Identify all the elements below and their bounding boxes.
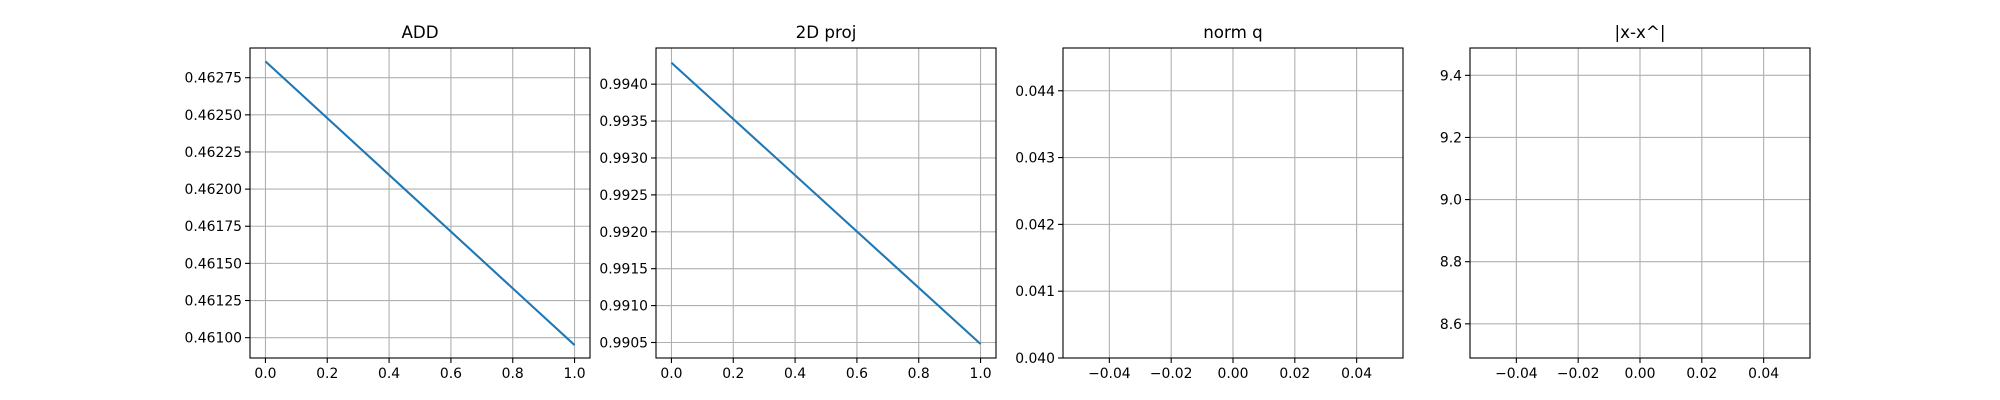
x-tick-label: 0.2 — [316, 366, 338, 382]
y-tick-label: 9.2 — [1440, 130, 1462, 146]
axes-frame — [655, 47, 997, 359]
x-tick-label: 0.02 — [1279, 366, 1310, 382]
x-tick-label: 0.04 — [1748, 366, 1779, 382]
x-tick-label: 0.8 — [502, 366, 524, 382]
subplot-x-error: −0.04 −0.02 0.00 0.02 0.04 8.6 8.8 9.0 9.2 9.4 |x-… — [1440, 22, 1811, 382]
x-tick-label: 0.4 — [378, 366, 400, 382]
x-tick-label: −0.02 — [1150, 366, 1193, 382]
x-tick-label: 0.00 — [1218, 366, 1249, 382]
x-tick-label: 0.6 — [846, 366, 868, 382]
x-tick-label: 0.04 — [1341, 366, 1372, 382]
x-tick-label: −0.04 — [1495, 366, 1538, 382]
grid — [656, 48, 996, 358]
x-tick-label: −0.04 — [1088, 366, 1131, 382]
y-tick-label: 0.9910 — [599, 299, 648, 315]
subplot-title: 2D proj — [796, 22, 857, 42]
y-tick-label: 0.46125 — [185, 294, 242, 310]
y-tick-label: 0.9935 — [599, 114, 648, 130]
subplot-title: ADD — [401, 22, 438, 42]
series-line — [264, 60, 576, 346]
y-tick-label: 0.46200 — [185, 182, 242, 198]
y-tick-label: 0.46225 — [185, 145, 242, 161]
x-tick-label: 0.02 — [1686, 366, 1717, 382]
series-line — [670, 61, 982, 345]
x-tick-label: 0.6 — [440, 366, 462, 382]
y-tick-label: 0.9915 — [599, 262, 648, 278]
x-tick-label: 0.8 — [908, 366, 930, 382]
subplot-norm-q: −0.04 −0.02 0.00 0.02 0.04 0.040 0.041 0.042 0.0… — [1015, 22, 1404, 382]
x-tick-label: 0.4 — [784, 366, 806, 382]
y-tick-label: 0.9925 — [599, 188, 648, 204]
y-tick-label: 0.040 — [1015, 351, 1055, 367]
y-tick-label: 0.043 — [1015, 151, 1055, 167]
grid — [1470, 48, 1810, 358]
y-tick-label: 0.044 — [1015, 84, 1055, 100]
y-tick-label: 0.9930 — [599, 151, 648, 167]
grid — [250, 48, 590, 358]
x-tick-label: 0.0 — [660, 366, 682, 382]
x-tick-label: 0.0 — [254, 366, 276, 382]
x-tick-label: 0.00 — [1625, 366, 1656, 382]
subplot-title: norm q — [1203, 22, 1263, 42]
x-tick-label: 1.0 — [969, 366, 991, 382]
y-tick-label: 0.46175 — [185, 219, 242, 235]
subplot-2d-proj: 0.0 0.2 0.4 0.6 0.8 1.0 0.9905 0.9910 0.9915 0.99… — [599, 22, 997, 382]
y-tick-label: 0.9920 — [599, 225, 648, 241]
y-tick-label: 0.46275 — [185, 71, 242, 87]
y-tick-label: 0.041 — [1015, 284, 1055, 300]
x-tick-label: −0.02 — [1557, 366, 1600, 382]
y-tick-label: 0.46100 — [185, 331, 242, 347]
x-tick-label: 1.0 — [563, 366, 585, 382]
subplot-add: 0.0 0.2 0.4 0.6 0.8 1.0 0.46100 0.46125 0.46150 0… — [185, 22, 591, 382]
y-tick-label: 9.4 — [1440, 68, 1462, 84]
y-tick-label: 0.042 — [1015, 217, 1055, 233]
axes-frame — [249, 47, 591, 359]
y-tick-label: 8.6 — [1440, 317, 1462, 333]
x-tick-label: 0.2 — [722, 366, 744, 382]
y-tick-label: 8.8 — [1440, 255, 1462, 271]
y-tick-label: 0.46250 — [185, 108, 242, 124]
y-tick-label: 9.0 — [1440, 193, 1462, 209]
y-tick-label: 0.9905 — [599, 336, 648, 352]
y-tick-label: 0.46150 — [185, 256, 242, 272]
subplot-title: |x-x^| — [1615, 22, 1666, 42]
y-tick-label: 0.9940 — [599, 77, 648, 93]
